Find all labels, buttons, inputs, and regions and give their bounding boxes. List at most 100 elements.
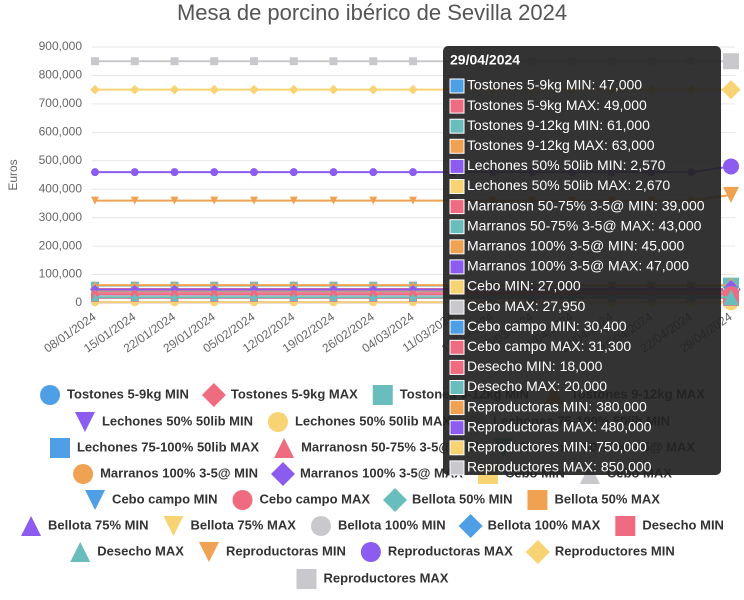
y-tick-label: 600,000 [39,125,83,139]
tooltip-swatch [449,199,465,215]
point-marker [723,53,739,70]
tooltip-swatch [449,259,465,275]
legend-item[interactable]: Reproductores MAX [296,569,449,589]
legend-symbol [198,542,219,562]
legend-item[interactable]: Bellota 100% MIN [310,516,446,536]
tooltip-box [443,46,721,475]
y-tick-label: 900,000 [39,39,83,53]
legend-label: Marranos 100% 3-5@ MIN [100,465,258,480]
legend-item[interactable]: Marranos 100% 3-5@ MIN [73,464,258,484]
point-marker [91,168,99,177]
tooltip-item: Tostones 5-9kg MAX: 49,000 [467,97,647,113]
legend-item[interactable]: Lechones 50% 50lib MIN [74,412,253,432]
legend-item[interactable]: Reproductoras MIN [198,542,346,562]
point-marker [408,284,418,295]
legend-label: Bellota 100% MAX [488,517,601,532]
legend-item[interactable]: Bellota 75% MIN [21,516,148,536]
tooltip-item: Cebo campo MAX: 31,300 [467,338,631,354]
legend-item[interactable]: Bellota 100% MAX [458,514,601,538]
y-tick-label: 300,000 [39,210,83,224]
tooltip-swatch [449,179,465,194]
tooltip-item: Tostones 9-12kg MIN: 61,000 [467,117,650,133]
point-marker [328,284,339,295]
legend-symbol [49,438,70,458]
point-marker [408,84,418,95]
legend-label: Bellota 100% MIN [338,517,446,532]
point-marker [249,84,259,95]
point-marker [369,57,378,66]
point-marker [250,168,258,177]
point-marker [250,57,258,66]
legend-symbol [360,542,381,562]
legend-label: Desecho MAX [97,543,184,558]
legend-item[interactable]: Reproductoras MAX [360,542,513,562]
point-marker [210,168,219,177]
point-marker [210,196,219,205]
point-marker [90,84,100,95]
legend-item[interactable]: Marranosn 50-75% 3-5@ MIN [274,438,478,458]
y-tick-label: 800,000 [39,68,83,82]
y-tick-label: 100,000 [39,267,83,281]
legend-label: Marranosn 50-75% 3-5@ MIN [301,439,478,454]
point-marker [170,168,179,177]
tooltip-item: Tostones 9-12kg MAX: 63,000 [467,137,655,153]
legend-item[interactable]: Bellota 50% MIN [383,488,512,512]
point-marker [209,84,220,95]
legend-label: Reproductoras MIN [226,543,346,558]
legend-item[interactable]: Tostones 5-9kg MAX [201,383,358,407]
legend-item[interactable]: Cebo campo MIN [85,490,218,510]
legend-symbol [527,490,548,510]
legend-item[interactable]: Bellota 75% MAX [163,516,296,536]
y-tick-label: 700,000 [39,96,83,110]
point-marker [129,84,140,95]
tooltip-swatch [449,219,465,235]
point-marker [129,284,140,295]
legend-label: Lechones 75-100% 50lib MAX [77,439,259,454]
legend-symbol [232,490,253,510]
legend-item[interactable]: Tostones 5-9kg MIN [40,385,189,405]
point-marker [289,196,298,205]
tooltip-swatch [449,420,465,436]
point-marker [130,196,139,205]
point-marker [409,196,417,205]
legend-label: Lechones 50% 50lib MIN [102,413,253,428]
legend-symbol [73,464,94,484]
point-marker [210,293,219,302]
point-marker [329,168,338,177]
legend-item[interactable]: Bellota 50% MAX [527,490,660,510]
point-marker [368,284,379,295]
tooltip-item: Desecho MAX: 20,000 [467,378,607,394]
legend-label: Bellota 50% MIN [412,491,512,506]
legend-row: Reproductores MAX [296,569,449,589]
legend-item[interactable]: Cebo campo MAX [232,490,371,510]
legend-symbol [21,516,42,536]
point-marker [169,284,180,295]
legend-symbol [40,385,61,405]
legend-item[interactable]: Lechones 50% 50lib MAX [267,412,451,432]
tooltip-item: Reproductores MAX: 850,000 [467,459,652,475]
legend-item[interactable]: Reproductores MIN [525,540,675,564]
legend-symbol [201,383,226,407]
tooltip-swatch [449,78,465,94]
tooltip-title: 29/04/2024 [450,52,520,68]
point-marker [250,196,258,205]
legend-item[interactable]: Lechones 75-100% 50lib MAX [49,438,259,458]
legend-symbol [274,438,295,458]
legend-symbol [270,462,295,486]
legend-symbol [85,490,106,510]
y-tick-label: 0 [75,295,82,309]
chart-title: Mesa de porcino ibérico de Sevilla 2024 [177,0,567,25]
legend-item[interactable]: Marranos 100% 3-5@ MAX [270,462,463,486]
tooltip-swatch [449,98,465,114]
point-marker [329,196,338,205]
point-marker [289,293,298,302]
tooltip-item: Reproductoras MAX: 480,000 [467,418,652,434]
legend-symbol [163,516,184,536]
legend-symbol [296,569,317,589]
legend-row: Bellota 75% MIN Bellota 75% MAX Bellota 10… [21,514,724,538]
point-marker [289,168,298,177]
legend-item[interactable]: Desecho MIN [615,516,724,536]
point-marker [170,293,179,302]
legend-label: Desecho MIN [642,517,724,532]
legend-item[interactable]: Desecho MAX [70,542,184,562]
